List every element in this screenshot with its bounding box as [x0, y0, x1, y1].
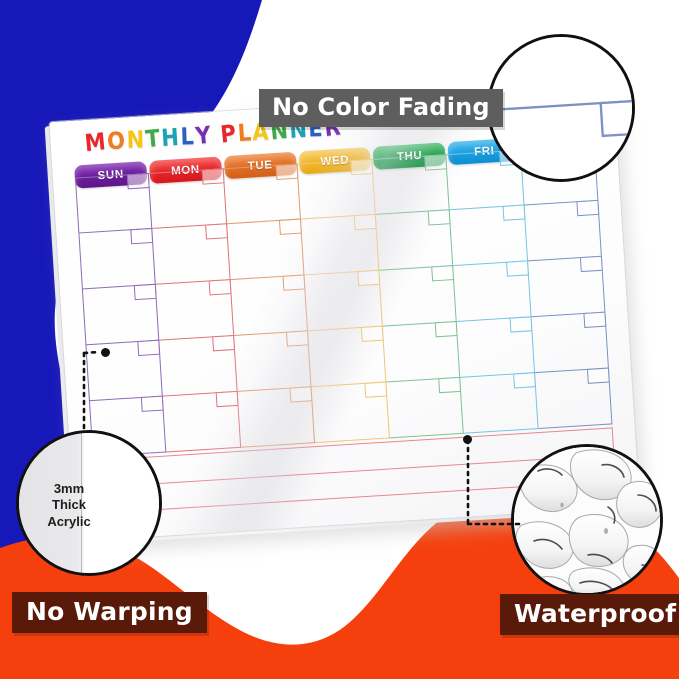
- acrylic-thickness-label: 3mm Thick Acrylic: [31, 481, 107, 531]
- calendar-cell: [456, 316, 535, 378]
- calendar-cell: [386, 376, 464, 439]
- date-number-box: [282, 274, 306, 291]
- date-number-box: [424, 154, 448, 171]
- date-number-box: [364, 381, 387, 398]
- date-number-box: [275, 163, 299, 180]
- magnified-board: MONTHLY PLANNER SUNMONTUEWEDTHUFRISAT: [490, 37, 632, 179]
- calendar-cell: [308, 325, 387, 388]
- title-letter: N: [126, 126, 146, 154]
- date-number-box: [204, 223, 228, 240]
- calendar-cell: [375, 209, 454, 271]
- calendar-cell: [301, 213, 380, 276]
- badge-no-color-fading: No Color Fading: [259, 89, 503, 127]
- calendar-cell: [382, 320, 461, 383]
- date-number-box: [350, 158, 373, 176]
- calendar-cell: [156, 279, 235, 341]
- calendar-cell: [453, 260, 532, 322]
- acrylic-thickness-line-3: Acrylic: [47, 514, 91, 530]
- calendar-grid: [74, 144, 613, 458]
- calendar-cell: [490, 98, 632, 179]
- title-letter: P: [219, 119, 239, 149]
- date-number-box: [586, 367, 610, 384]
- date-number-box: [438, 376, 462, 394]
- calendar-cell: [449, 204, 528, 267]
- calendar-cell: [226, 218, 305, 281]
- acrylic-cross-section: [19, 433, 159, 573]
- magnifier-detail-circle: MONTHLY PLANNER SUNMONTUEWEDTHUFRISAT: [487, 34, 635, 182]
- calendar-cell: [311, 381, 390, 444]
- date-number-box: [134, 283, 158, 301]
- date-number-box: [141, 395, 165, 412]
- calendar-cell: [152, 223, 231, 285]
- acrylic-edge-line: [80, 433, 83, 573]
- acrylic-thickness-line-1: 3mm: [53, 480, 85, 496]
- calendar-cell: [81, 283, 160, 346]
- date-number-box: [509, 316, 533, 333]
- badge-no-warping: No Warping: [12, 592, 207, 633]
- water-beading-surface: [514, 447, 660, 593]
- water-droplets-graphic: [514, 447, 660, 593]
- calendar-cell: [85, 339, 164, 402]
- calendar-cell: [223, 163, 302, 225]
- calendar-cell: [163, 390, 242, 453]
- date-number-box: [505, 260, 529, 277]
- calendar-cell: [237, 386, 316, 448]
- title-letter: L: [236, 119, 254, 147]
- calendar-cell: [78, 227, 157, 290]
- date-number-box: [576, 199, 600, 217]
- date-number-box: [353, 213, 377, 231]
- magnifier-content: MONTHLY PLANNER SUNMONTUEWEDTHUFRISAT: [490, 37, 632, 179]
- date-number-box: [357, 269, 380, 287]
- date-number-box: [583, 311, 607, 328]
- calendar-cell: [534, 367, 613, 430]
- date-number-box: [215, 390, 239, 408]
- date-number-box: [289, 386, 313, 403]
- date-number-box: [211, 334, 235, 352]
- calendar-cell: [527, 255, 606, 318]
- acrylic-thickness-detail-circle: 3mm Thick Acrylic: [16, 430, 162, 576]
- title-letter: M: [83, 127, 109, 157]
- callout-dot-waterproof: [463, 435, 472, 444]
- calendar-cell: [304, 269, 383, 332]
- waterproof-detail-circle: [511, 444, 663, 596]
- date-number-box: [137, 339, 161, 357]
- date-number-box: [431, 265, 455, 282]
- calendar-cell: [460, 372, 539, 434]
- badge-waterproof: Waterproof: [500, 594, 679, 635]
- calendar-cell: [149, 168, 227, 229]
- date-number-box: [512, 372, 536, 389]
- calendar-cell: [74, 172, 153, 234]
- date-number-box: [579, 255, 603, 273]
- date-number-box: [502, 204, 525, 221]
- title-letter: L: [179, 122, 196, 151]
- calendar-cell: [531, 311, 609, 374]
- magnified-calendar-grid: [490, 37, 632, 179]
- date-number-box: [208, 279, 232, 296]
- calendar-cell: [159, 334, 238, 397]
- calendar-cell: [234, 330, 312, 392]
- date-number-box: [434, 320, 458, 338]
- calendar-cell: [524, 199, 602, 262]
- title-letter: O: [106, 126, 128, 155]
- calendar-cell: [230, 274, 309, 336]
- calendar-cell: [379, 265, 457, 327]
- acrylic-thickness-line-2: Thick: [52, 497, 86, 513]
- date-number-box: [286, 330, 310, 347]
- date-number-box: [130, 227, 154, 245]
- date-number-box: [360, 325, 384, 342]
- callout-dot-acrylic: [101, 348, 110, 357]
- date-number-box: [127, 172, 151, 190]
- calendar-cell: [297, 158, 376, 220]
- calendar-cell: [372, 154, 450, 215]
- title-letter: H: [160, 123, 182, 152]
- title-letter: Y: [193, 121, 214, 150]
- date-number-box: [279, 218, 303, 235]
- date-number-box: [201, 168, 225, 185]
- date-number-box: [599, 98, 632, 138]
- date-number-box: [427, 209, 451, 226]
